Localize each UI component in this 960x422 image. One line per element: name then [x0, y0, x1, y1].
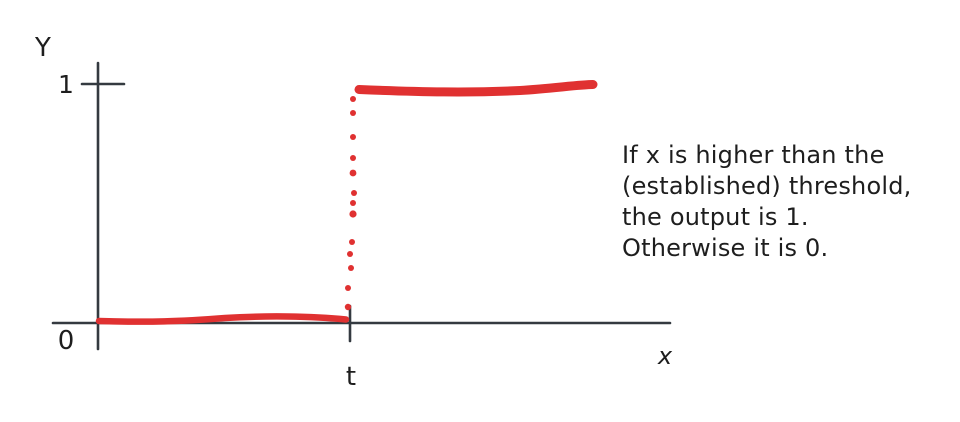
- transition-dot: [348, 265, 354, 271]
- step-function-transition-dots: [344, 96, 357, 311]
- segment-y1: [354, 80, 598, 97]
- transition-dot: [349, 239, 355, 245]
- transition-dot: [344, 303, 352, 311]
- transition-dot: [350, 110, 356, 116]
- annotation-line: Otherwise it is 0.: [622, 234, 829, 262]
- segment-y0: [95, 313, 350, 325]
- y-tick-1-label: 1: [58, 70, 74, 99]
- transition-dot: [349, 169, 357, 177]
- annotation-line: (established) threshold,: [622, 172, 912, 200]
- transition-dot: [350, 155, 356, 161]
- x-tick-threshold-label: t: [346, 362, 356, 392]
- transition-dot: [350, 96, 356, 102]
- transition-dot: [347, 251, 353, 257]
- step-function-strokes: [95, 80, 598, 325]
- transition-dot: [351, 190, 357, 196]
- y-axis-label: Y: [34, 33, 51, 63]
- transition-dot: [350, 200, 356, 206]
- transition-dot: [349, 210, 357, 218]
- transition-dot: [345, 285, 351, 291]
- origin-label: 0: [58, 326, 75, 356]
- annotation-line: the output is 1.: [622, 203, 809, 231]
- annotation-line: If x is higher than the: [622, 141, 885, 169]
- x-axis-label: x: [657, 342, 673, 370]
- transition-dot: [350, 134, 356, 140]
- annotation-text-block: If x is higher than the (established) th…: [622, 140, 952, 264]
